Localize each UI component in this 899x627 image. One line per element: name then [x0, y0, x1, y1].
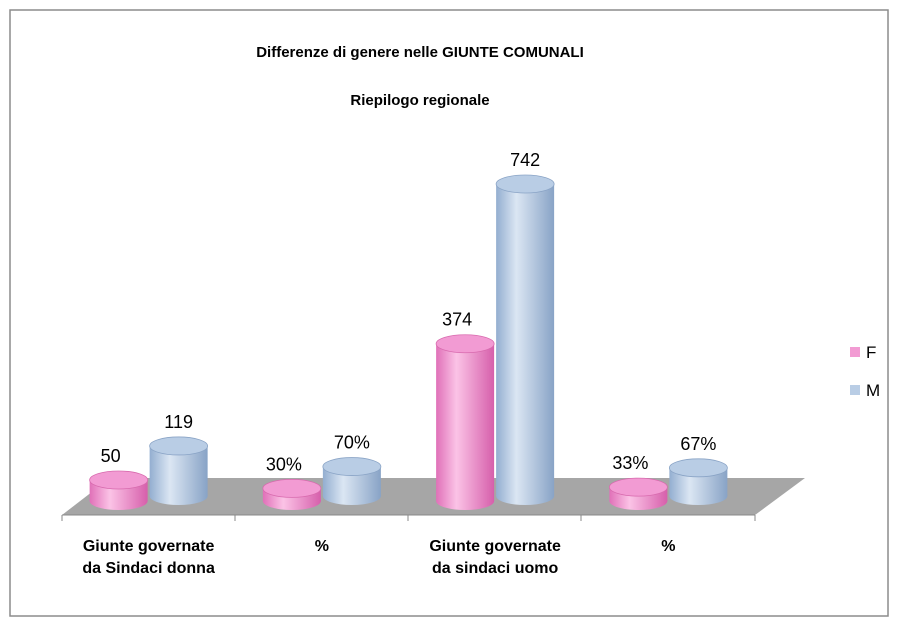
- value-label: 50: [101, 446, 121, 466]
- value-label: 30%: [266, 454, 302, 474]
- legend-label: M: [866, 381, 880, 400]
- value-label: 70%: [334, 433, 370, 453]
- value-label: 374: [442, 310, 472, 330]
- bar-top: [668, 458, 728, 478]
- bar-top: [608, 477, 668, 497]
- bar: [435, 334, 495, 510]
- value-label: 742: [510, 150, 540, 170]
- legend-swatch: [850, 385, 860, 395]
- bar-top: [262, 478, 322, 498]
- bar: [322, 457, 382, 505]
- legend-label: F: [866, 343, 876, 362]
- chart-subtitle: Riepilogo regionale: [350, 92, 489, 109]
- legend-swatch: [850, 347, 860, 357]
- chart-title: Differenze di genere nelle GIUNTE COMUNA…: [256, 44, 584, 61]
- bar: [495, 174, 555, 505]
- value-label: 67%: [680, 434, 716, 454]
- x-axis: [61, 514, 756, 521]
- bar: [262, 478, 322, 510]
- bar-body: [436, 343, 495, 501]
- bar-top: [322, 457, 382, 476]
- x-tick-label: Giunte governate da sindaci uomo: [429, 538, 561, 577]
- bar-body: [496, 184, 555, 496]
- x-tick-label: Giunte governate da Sindaci donna: [82, 538, 215, 577]
- value-label: 33%: [612, 453, 648, 473]
- bar: [608, 477, 668, 510]
- bar: [149, 436, 209, 505]
- x-tick-label: %: [314, 538, 329, 555]
- bar-top: [89, 470, 149, 490]
- x-tick-label: %: [661, 538, 676, 555]
- bar-top: [495, 174, 555, 194]
- value-label: 119: [164, 412, 193, 432]
- bar: [89, 470, 149, 510]
- bar: [668, 458, 728, 505]
- bar-top: [435, 334, 495, 354]
- bar-top: [149, 436, 209, 456]
